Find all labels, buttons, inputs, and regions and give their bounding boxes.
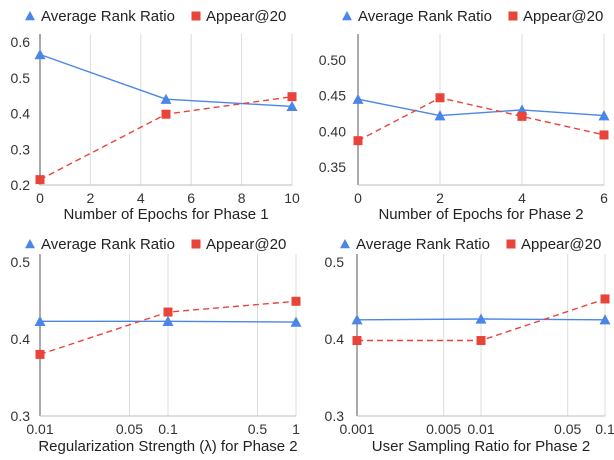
chart-panel-4: 0.001 0.005 0.01 0.05 0.1 0.3 0.4 0.5 User Sampl… bbox=[325, 236, 614, 455]
legend-label: Appear@20 bbox=[523, 8, 603, 25]
legend-label: Average Rank Ratio bbox=[41, 8, 175, 25]
chart-panel-1: 0 2 4 6 8 10 0.2 0.3 0.4 0.5 0.6 Number of Epochs f… bbox=[11, 8, 300, 223]
data-point-square bbox=[353, 136, 363, 146]
legend-square-marker bbox=[508, 11, 518, 21]
y-tick-label: 0.40 bbox=[319, 123, 346, 139]
data-point-square bbox=[291, 296, 301, 306]
data-point-triangle bbox=[352, 93, 364, 104]
data-point-triangle bbox=[475, 313, 487, 324]
y-tick-label: 0.6 bbox=[11, 34, 31, 50]
x-tick-label: 10 bbox=[284, 190, 300, 206]
data-point-square bbox=[287, 92, 297, 102]
series-line bbox=[39, 96, 293, 181]
data-point-triangle bbox=[286, 100, 298, 112]
data-point-triangle bbox=[162, 315, 174, 326]
y-tick-label: 0.4 bbox=[11, 106, 31, 122]
x-tick-label: 0.005 bbox=[426, 421, 461, 437]
y-tick-label: 0.35 bbox=[319, 159, 346, 175]
series-line bbox=[357, 97, 605, 142]
x-tick-label: 6 bbox=[600, 190, 608, 206]
legend-label: Average Rank Ratio bbox=[356, 236, 490, 253]
data-point-square bbox=[517, 111, 527, 121]
x-tick-label: 8 bbox=[238, 190, 246, 206]
data-point-triangle bbox=[34, 49, 46, 60]
x-tick-label: 6 bbox=[187, 190, 195, 206]
y-tick-label: 0.2 bbox=[11, 177, 31, 193]
data-point-triangle bbox=[434, 110, 446, 121]
x-axis-title: Number of Epochs for Phase 2 bbox=[378, 206, 583, 223]
legend: Average Rank Ratio Appear@20 bbox=[340, 236, 601, 253]
legend-label: Average Rank Ratio bbox=[358, 8, 492, 25]
legend-square-marker bbox=[506, 239, 516, 249]
x-tick-label: 0.05 bbox=[554, 421, 581, 437]
x-axis-title: Regularization Strength (λ) for Phase 2 bbox=[38, 438, 297, 455]
legend: Average Rank Ratio Appear@20 bbox=[25, 8, 286, 25]
data-point-triangle bbox=[34, 315, 46, 326]
x-tick-label: 2 bbox=[87, 190, 95, 206]
data-point-square bbox=[163, 307, 173, 317]
data-point-square bbox=[161, 109, 171, 119]
series-line bbox=[357, 98, 605, 117]
legend-triangle-marker bbox=[25, 11, 35, 21]
y-tick-label: 0.45 bbox=[319, 88, 346, 104]
x-axis-title: User Sampling Ratio for Phase 2 bbox=[372, 438, 590, 455]
data-point-triangle bbox=[599, 314, 611, 325]
x-tick-label: 2 bbox=[436, 190, 444, 206]
legend-triangle-marker bbox=[340, 239, 350, 249]
data-point-triangle bbox=[290, 316, 302, 327]
y-tick-label: 0.4 bbox=[325, 331, 345, 347]
data-point-square bbox=[600, 294, 610, 304]
y-tick-label: 0.3 bbox=[11, 408, 31, 424]
legend-square-marker bbox=[191, 239, 201, 249]
legend-label: Appear@20 bbox=[206, 8, 286, 25]
legend: Average Rank Ratio Appear@20 bbox=[342, 8, 603, 25]
x-tick-label: 4 bbox=[137, 190, 145, 206]
x-tick-label: 4 bbox=[518, 190, 526, 206]
legend-label: Appear@20 bbox=[521, 236, 601, 253]
x-tick-label: 0.5 bbox=[248, 421, 268, 437]
chart-panel-2: 0 2 4 6 0.35 0.40 0.45 0.50 Number of Epochs for… bbox=[319, 8, 610, 223]
x-axis-title: Number of Epochs for Phase 1 bbox=[63, 206, 268, 223]
y-tick-label: 0.3 bbox=[325, 408, 345, 424]
legend-label: Appear@20 bbox=[206, 236, 286, 253]
data-point-square bbox=[35, 349, 45, 359]
data-point-square bbox=[599, 130, 609, 140]
x-tick-label: 0.05 bbox=[116, 421, 143, 437]
legend-square-marker bbox=[191, 11, 201, 21]
legend-triangle-marker bbox=[25, 239, 35, 249]
data-point-triangle bbox=[160, 93, 172, 104]
legend: Average Rank Ratio Appear@20 bbox=[25, 236, 286, 253]
data-point-triangle bbox=[598, 110, 610, 121]
x-tick-label: 0.1 bbox=[158, 421, 178, 437]
y-tick-label: 0.5 bbox=[11, 254, 31, 270]
legend-triangle-marker bbox=[342, 11, 352, 21]
y-tick-label: 0.4 bbox=[11, 331, 31, 347]
data-point-square bbox=[435, 93, 445, 103]
x-tick-label: 0.01 bbox=[26, 421, 53, 437]
x-tick-label: 0.01 bbox=[467, 421, 494, 437]
y-tick-label: 0.3 bbox=[11, 141, 31, 157]
y-tick-label: 0.5 bbox=[325, 254, 345, 270]
data-point-square bbox=[476, 336, 486, 346]
x-tick-label: 0 bbox=[36, 190, 44, 206]
legend-label: Average Rank Ratio bbox=[41, 236, 175, 253]
x-tick-label: 0 bbox=[354, 190, 362, 206]
data-point-triangle bbox=[351, 314, 363, 325]
x-tick-label: 1 bbox=[292, 421, 300, 437]
y-tick-label: 0.5 bbox=[11, 70, 31, 86]
x-tick-label: 0.1 bbox=[595, 421, 614, 437]
data-point-square bbox=[35, 175, 45, 185]
y-tick-label: 0.50 bbox=[319, 52, 346, 68]
data-point-square bbox=[352, 336, 362, 346]
x-tick-label: 0.001 bbox=[339, 421, 374, 437]
